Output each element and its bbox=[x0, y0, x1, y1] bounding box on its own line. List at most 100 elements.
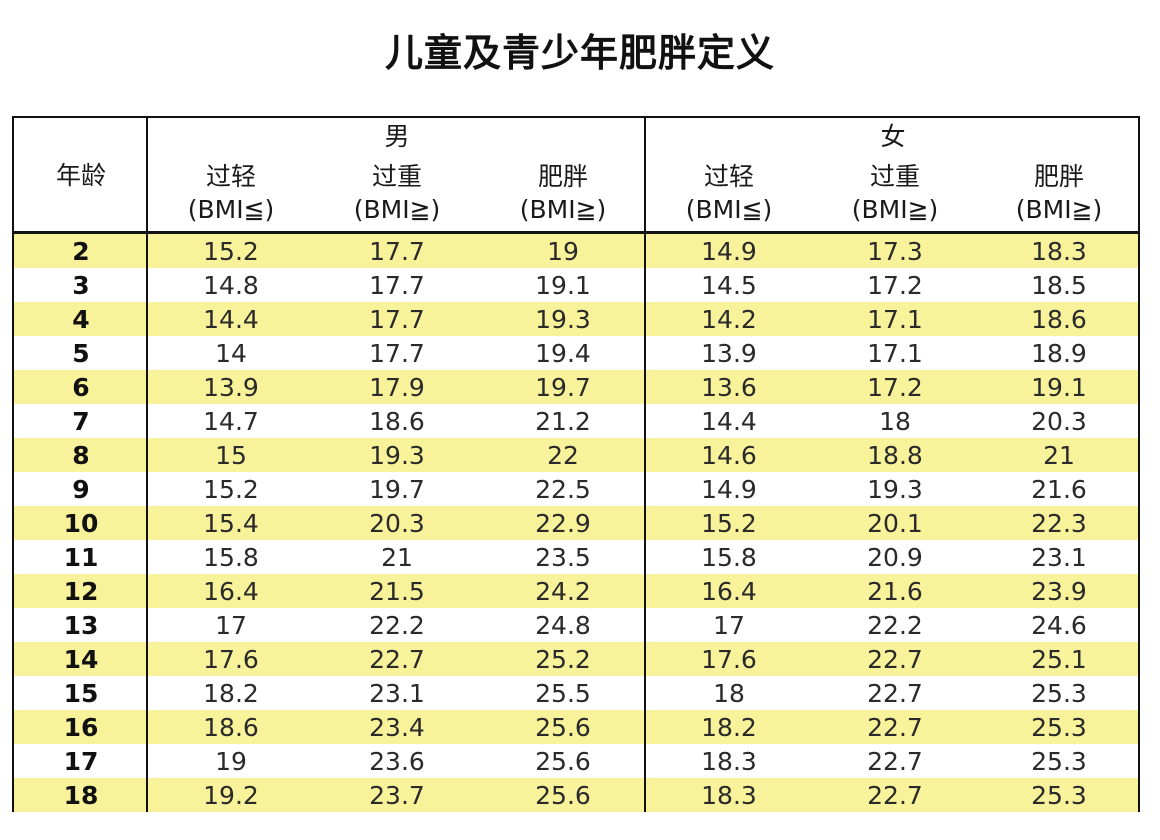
table-row: 16 18.6 23.4 25.6 18.2 22.7 25.3 bbox=[14, 710, 1138, 744]
cell-female-overweight: 17.2 bbox=[867, 373, 923, 402]
cell-female-overweight: 17.3 bbox=[867, 237, 923, 266]
cell-age: 18 bbox=[63, 781, 99, 810]
cell-age: 9 bbox=[72, 475, 90, 504]
cell-female-obese: 25.1 bbox=[1031, 645, 1087, 674]
cell-male-overweight: 23.7 bbox=[369, 781, 425, 810]
cell-female-underweight: 13.6 bbox=[701, 373, 757, 402]
cell-male-overweight: 17.7 bbox=[369, 305, 425, 334]
cell-male-obese: 19.3 bbox=[535, 305, 591, 334]
cell-female-underweight: 16.4 bbox=[701, 577, 757, 606]
table-row: 10 15.4 20.3 22.9 15.2 20.1 22.3 bbox=[14, 506, 1138, 540]
cell-male-obese: 23.5 bbox=[535, 543, 591, 572]
col-header-female-underweight: 过轻 (BMI≦) bbox=[646, 160, 812, 226]
cell-female-underweight: 13.9 bbox=[701, 339, 757, 368]
cell-female-underweight: 15.2 bbox=[701, 509, 757, 538]
cell-male-obese: 22.9 bbox=[535, 509, 591, 538]
table-body: 2 15.2 17.7 19 14.9 17.3 18.3 3 14.8 17.7 19.1 14.5… bbox=[14, 234, 1138, 812]
cell-female-obese: 22.3 bbox=[1031, 509, 1087, 538]
cell-male-overweight: 21 bbox=[381, 543, 413, 572]
table-row: 15 18.2 23.1 25.5 18 22.7 25.3 bbox=[14, 676, 1138, 710]
cell-male-overweight: 17.7 bbox=[369, 237, 425, 266]
cell-age: 14 bbox=[63, 645, 99, 674]
cell-male-overweight: 20.3 bbox=[369, 509, 425, 538]
cell-male-overweight: 23.4 bbox=[369, 713, 425, 742]
cell-female-overweight: 17.2 bbox=[867, 271, 923, 300]
cell-male-underweight: 19 bbox=[215, 747, 247, 776]
cell-female-overweight: 17.1 bbox=[867, 339, 923, 368]
cell-female-obese: 21 bbox=[1043, 441, 1075, 470]
cell-female-overweight: 21.6 bbox=[867, 577, 923, 606]
col-header-female-obese: 肥胖 (BMI≧) bbox=[978, 160, 1138, 226]
cell-female-overweight: 22.7 bbox=[867, 713, 923, 742]
cell-female-underweight: 14.9 bbox=[701, 475, 757, 504]
col-header-title: 过重 bbox=[371, 162, 422, 191]
table-row: 8 15 19.3 22 14.6 18.8 21 bbox=[14, 438, 1138, 472]
col-header-male-obese: 肥胖 (BMI≧) bbox=[480, 160, 646, 226]
cell-male-underweight: 18.2 bbox=[203, 679, 259, 708]
table-row: 12 16.4 21.5 24.2 16.4 21.6 23.9 bbox=[14, 574, 1138, 608]
cell-age: 6 bbox=[72, 373, 90, 402]
cell-female-obese: 21.6 bbox=[1031, 475, 1087, 504]
cell-male-obese: 19.7 bbox=[535, 373, 591, 402]
table-row: 2 15.2 17.7 19 14.9 17.3 18.3 bbox=[14, 234, 1138, 268]
cell-female-obese: 25.3 bbox=[1031, 747, 1087, 776]
col-header-unit: (BMI≧) bbox=[851, 195, 939, 224]
cell-female-underweight: 18.2 bbox=[701, 713, 757, 742]
cell-age: 11 bbox=[63, 543, 99, 572]
cell-male-obese: 19.1 bbox=[535, 271, 591, 300]
cell-male-obese: 25.6 bbox=[535, 713, 591, 742]
cell-female-underweight: 18.3 bbox=[701, 781, 757, 810]
col-header-unit: (BMI≦) bbox=[685, 195, 773, 224]
cell-female-obese: 25.3 bbox=[1031, 781, 1087, 810]
cell-male-overweight: 17.9 bbox=[369, 373, 425, 402]
cell-male-overweight: 18.6 bbox=[369, 407, 425, 436]
cell-male-obese: 25.2 bbox=[535, 645, 591, 674]
cell-male-obese: 21.2 bbox=[535, 407, 591, 436]
cell-female-underweight: 14.6 bbox=[701, 441, 757, 470]
cell-female-obese: 18.5 bbox=[1031, 271, 1087, 300]
col-header-male-overweight: 过重 (BMI≧) bbox=[314, 160, 480, 226]
table-row: 9 15.2 19.7 22.5 14.9 19.3 21.6 bbox=[14, 472, 1138, 506]
cell-female-obese: 18.6 bbox=[1031, 305, 1087, 334]
cell-male-obese: 25.6 bbox=[535, 747, 591, 776]
female-group-header: 女 bbox=[880, 122, 906, 151]
cell-female-obese: 18.3 bbox=[1031, 237, 1087, 266]
cell-female-overweight: 18.8 bbox=[867, 441, 923, 470]
cell-male-overweight: 17.7 bbox=[369, 339, 425, 368]
cell-male-overweight: 22.7 bbox=[369, 645, 425, 674]
cell-female-underweight: 14.5 bbox=[701, 271, 757, 300]
cell-female-overweight: 22.7 bbox=[867, 781, 923, 810]
col-header-female-overweight: 过重 (BMI≧) bbox=[812, 160, 978, 226]
cell-male-obese: 22 bbox=[547, 441, 579, 470]
table-header: 年龄 男 女 过轻 (BMI≦) 过重 (BMI≧) 肥胖 (BMI≧) 过轻 … bbox=[14, 118, 1138, 234]
cell-male-underweight: 17.6 bbox=[203, 645, 259, 674]
cell-female-underweight: 18 bbox=[713, 679, 745, 708]
cell-male-overweight: 19.3 bbox=[369, 441, 425, 470]
cell-male-underweight: 14.4 bbox=[203, 305, 259, 334]
cell-male-underweight: 16.4 bbox=[203, 577, 259, 606]
col-header-unit: (BMI≦) bbox=[187, 195, 275, 224]
cell-male-underweight: 19.2 bbox=[203, 781, 259, 810]
table-row: 5 14 17.7 19.4 13.9 17.1 18.9 bbox=[14, 336, 1138, 370]
cell-female-overweight: 22.7 bbox=[867, 645, 923, 674]
cell-female-obese: 18.9 bbox=[1031, 339, 1087, 368]
table-row: 4 14.4 17.7 19.3 14.2 17.1 18.6 bbox=[14, 302, 1138, 336]
cell-female-obese: 19.1 bbox=[1031, 373, 1087, 402]
cell-age: 4 bbox=[72, 305, 90, 334]
cell-male-underweight: 15.4 bbox=[203, 509, 259, 538]
cell-male-obese: 25.5 bbox=[535, 679, 591, 708]
col-header-unit: (BMI≧) bbox=[1015, 195, 1103, 224]
col-header-unit: (BMI≧) bbox=[353, 195, 441, 224]
divider-gender bbox=[644, 118, 646, 812]
cell-female-underweight: 18.3 bbox=[701, 747, 757, 776]
col-header-title: 肥胖 bbox=[1033, 162, 1084, 191]
cell-female-obese: 23.9 bbox=[1031, 577, 1087, 606]
divider-age bbox=[146, 118, 148, 812]
cell-male-obese: 24.8 bbox=[535, 611, 591, 640]
age-header: 年龄 bbox=[55, 161, 106, 190]
col-header-male-underweight: 过轻 (BMI≦) bbox=[148, 160, 314, 226]
cell-male-obese: 19 bbox=[547, 237, 579, 266]
cell-female-obese: 25.3 bbox=[1031, 679, 1087, 708]
table-row: 14 17.6 22.7 25.2 17.6 22.7 25.1 bbox=[14, 642, 1138, 676]
cell-female-underweight: 14.2 bbox=[701, 305, 757, 334]
